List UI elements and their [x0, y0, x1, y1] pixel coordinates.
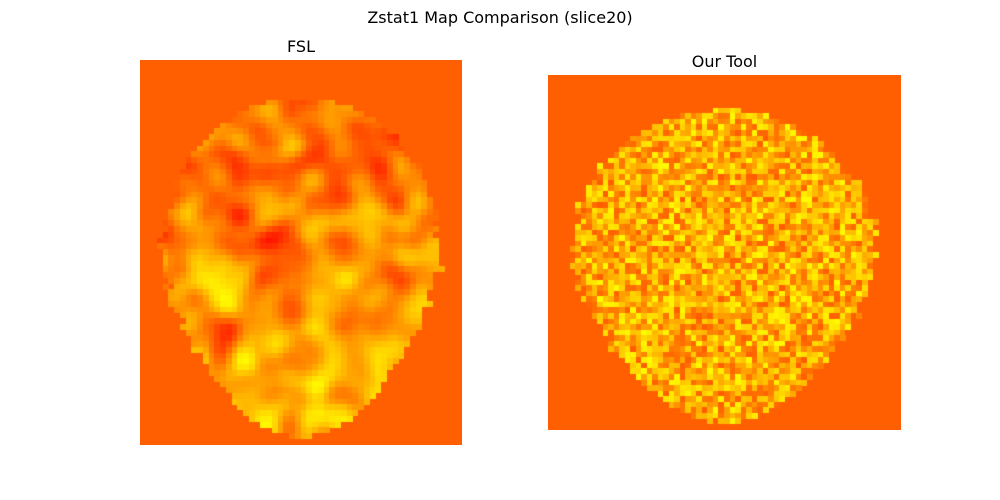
- panel-title-fsl: FSL: [287, 37, 315, 56]
- panel-title-our-tool: Our Tool: [691, 52, 758, 71]
- heatmap-fsl: [140, 60, 462, 445]
- figure-title: Zstat1 Map Comparison (slice20): [367, 8, 633, 27]
- heatmap-our-tool: [548, 75, 901, 430]
